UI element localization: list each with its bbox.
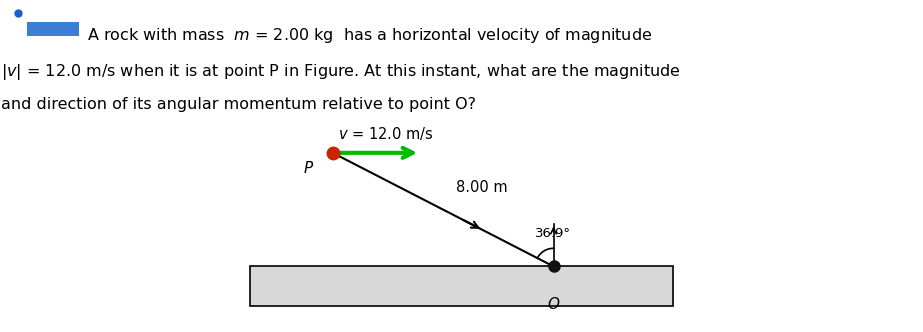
Text: A rock with mass  $\mathit{m}$ = 2.00 kg  has a horizontal velocity of magnitude: A rock with mass $\mathit{m}$ = 2.00 kg … [87, 26, 653, 45]
Text: $|v|$ = 12.0 m/s when it is at point P in Figure. At this instant, what are the : $|v|$ = 12.0 m/s when it is at point P i… [2, 62, 681, 82]
Text: $v$ = 12.0 m/s: $v$ = 12.0 m/s [338, 125, 434, 142]
Text: 8.00 m: 8.00 m [457, 180, 508, 195]
Text: $O$: $O$ [546, 296, 560, 312]
Text: P: P [303, 161, 312, 176]
Text: 36.9°: 36.9° [534, 227, 570, 240]
Bar [250, 266, 673, 306]
Text: and direction of its angular momentum relative to point O?: and direction of its angular momentum re… [2, 97, 476, 112]
FancyBboxPatch shape [27, 22, 78, 36]
